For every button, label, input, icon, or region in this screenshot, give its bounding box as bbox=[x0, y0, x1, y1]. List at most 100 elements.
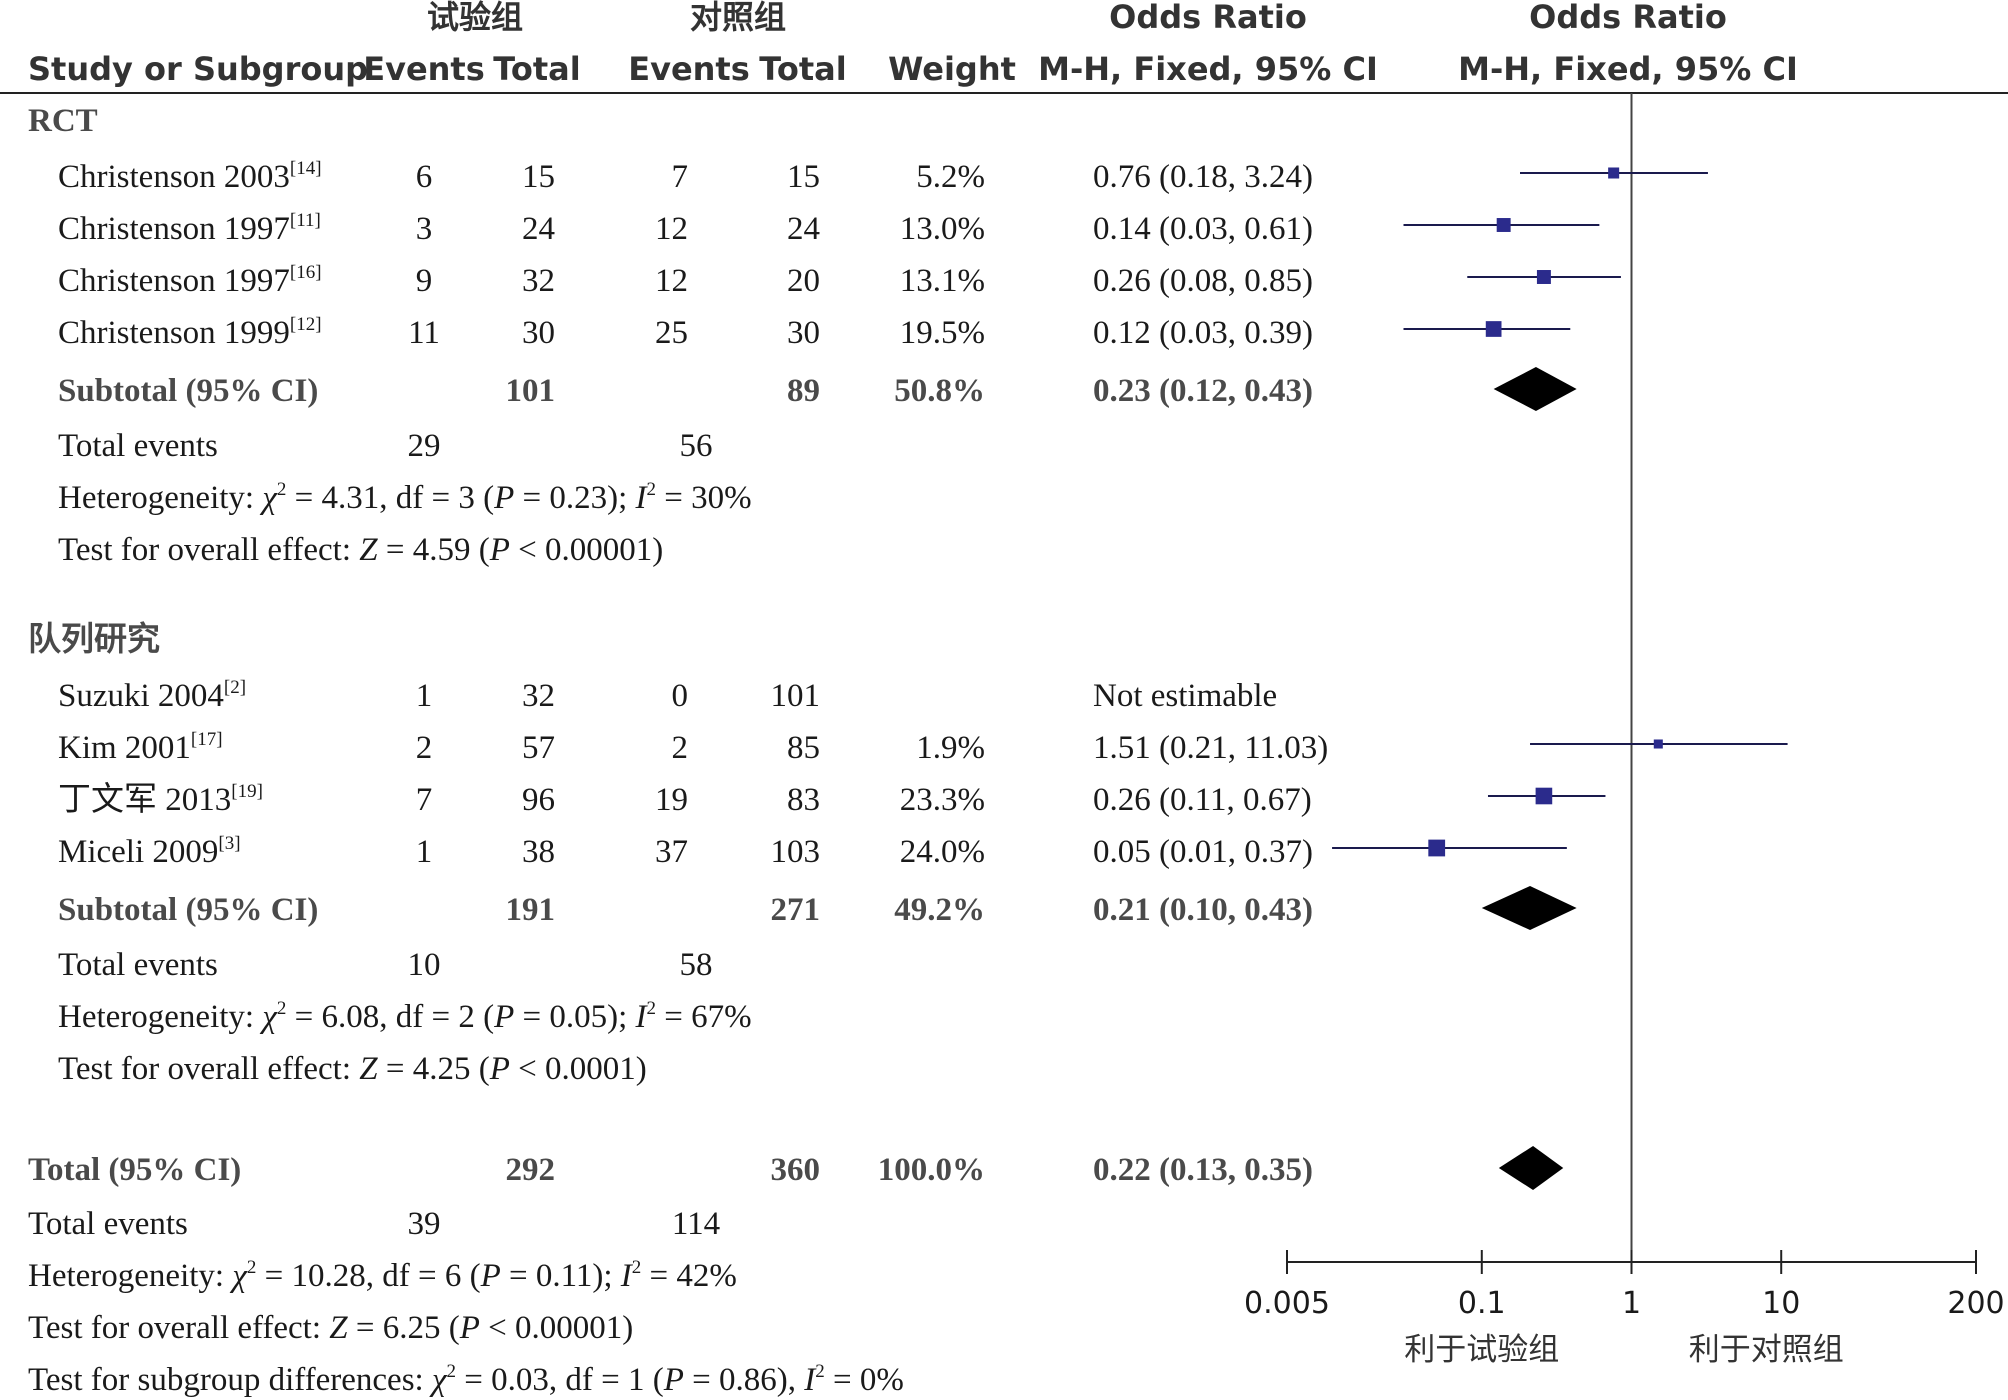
exp-total-value: 30 bbox=[522, 315, 555, 351]
study-name: Christenson 1997[16] bbox=[58, 262, 322, 299]
ctl-events-value: 7 bbox=[672, 159, 689, 195]
ctl-total-value: 20 bbox=[787, 263, 820, 299]
favours-control-label: 利于对照组 bbox=[1689, 1332, 1844, 1368]
total-events-ctl: 114 bbox=[672, 1206, 720, 1242]
or-table-title: Odds Ratio bbox=[1109, 0, 1307, 36]
subgroup-heterogeneity: Heterogeneity: χ2 = 6.08, df = 2 (P = 0.… bbox=[58, 998, 752, 1035]
ctl-total-value: 15 bbox=[787, 159, 820, 195]
ctl-total-value: 24 bbox=[787, 211, 820, 247]
or-ci-value: 0.05 (0.01, 0.37) bbox=[1093, 834, 1313, 870]
study-square bbox=[1496, 218, 1511, 232]
study-name: Kim 2001[17] bbox=[58, 729, 223, 766]
subgroup-heading: 队列研究 bbox=[28, 621, 160, 658]
ctl-total-header: Total bbox=[759, 50, 846, 88]
total-events-label: Total events bbox=[58, 947, 218, 983]
ctl-total-value: 83 bbox=[787, 782, 820, 818]
or-ci-value: 0.76 (0.18, 3.24) bbox=[1093, 159, 1313, 195]
study-name: Christenson 2003[14] bbox=[58, 158, 322, 195]
summary-weight: 49.2% bbox=[894, 892, 985, 928]
weight-value: 13.0% bbox=[900, 211, 985, 247]
ctl-total-value: 85 bbox=[787, 730, 820, 766]
study-name: Miceli 2009[3] bbox=[58, 833, 241, 870]
exp-total-value: 96 bbox=[522, 782, 555, 818]
study-square bbox=[1428, 839, 1446, 857]
exp-total-value: 57 bbox=[522, 730, 555, 766]
summary-or-ci: 0.22 (0.13, 0.35) bbox=[1093, 1152, 1313, 1188]
or-plot-method-header: M-H, Fixed, 95% CI bbox=[1458, 50, 1798, 88]
summary-diamond bbox=[1481, 886, 1577, 930]
total-events-ctl: 56 bbox=[680, 428, 713, 464]
summary-label: Subtotal (95% CI) bbox=[58, 373, 318, 409]
exp-total-value: 38 bbox=[522, 834, 555, 870]
total-heterogeneity: Heterogeneity: χ2 = 10.28, df = 6 (P = 0… bbox=[28, 1257, 737, 1294]
summary-label: Subtotal (95% CI) bbox=[58, 892, 318, 928]
study-name: Suzuki 2004[2] bbox=[58, 677, 246, 714]
ctl-events-value: 37 bbox=[655, 834, 688, 870]
exp-events-value: 6 bbox=[416, 159, 433, 195]
ctl-events-value: 2 bbox=[672, 730, 689, 766]
exp-events-value: 1 bbox=[416, 834, 433, 870]
ctl-total-value: 103 bbox=[771, 834, 821, 870]
summary-or-ci: 0.21 (0.10, 0.43) bbox=[1093, 892, 1313, 928]
study-square bbox=[1485, 321, 1502, 337]
total-events-exp: 39 bbox=[408, 1206, 441, 1242]
ctl-events-value: 12 bbox=[655, 263, 688, 299]
exp-group-title: 试验组 bbox=[427, 0, 523, 36]
summary-exp-total: 101 bbox=[506, 373, 556, 409]
or-method-header: M-H, Fixed, 95% CI bbox=[1038, 50, 1378, 88]
or-ci-value: Not estimable bbox=[1093, 678, 1277, 714]
ctl-events-value: 25 bbox=[655, 315, 688, 351]
or-ci-value: 0.12 (0.03, 0.39) bbox=[1093, 315, 1313, 351]
or-ci-value: 1.51 (0.21, 11.03) bbox=[1093, 730, 1328, 766]
total-events-exp: 10 bbox=[408, 947, 441, 983]
exp-events-value: 3 bbox=[416, 211, 433, 247]
weight-value: 1.9% bbox=[916, 730, 985, 766]
exp-events-header: Events bbox=[363, 50, 485, 88]
summary-exp-total: 191 bbox=[506, 892, 556, 928]
exp-events-value: 2 bbox=[416, 730, 433, 766]
weight-value: 19.5% bbox=[900, 315, 985, 351]
ctl-events-value: 19 bbox=[655, 782, 688, 818]
or-ci-value: 0.14 (0.03, 0.61) bbox=[1093, 211, 1313, 247]
weight-value: 13.1% bbox=[900, 263, 985, 299]
summary-diamond bbox=[1498, 1146, 1564, 1190]
subgroup-differences: Test for subgroup differences: χ2 = 0.03… bbox=[28, 1361, 904, 1398]
x-axis-tick-label: 0.005 bbox=[1244, 1286, 1330, 1321]
total-events-ctl: 58 bbox=[680, 947, 713, 983]
summary-exp-total: 292 bbox=[506, 1152, 556, 1188]
ctl-events-value: 0 bbox=[672, 678, 689, 714]
or-ci-value: 0.26 (0.08, 0.85) bbox=[1093, 263, 1313, 299]
or-plot-title: Odds Ratio bbox=[1529, 0, 1727, 36]
study-square bbox=[1653, 739, 1663, 749]
summary-diamond bbox=[1493, 367, 1577, 411]
or-ci-value: 0.26 (0.11, 0.67) bbox=[1093, 782, 1312, 818]
summary-weight: 100.0% bbox=[878, 1152, 985, 1188]
weight-value: 24.0% bbox=[900, 834, 985, 870]
exp-events-value: 1 bbox=[416, 678, 433, 714]
subgroup-heading: RCT bbox=[28, 103, 98, 139]
ctl-total-value: 30 bbox=[787, 315, 820, 351]
ctl-events-value: 12 bbox=[655, 211, 688, 247]
x-axis-tick-label: 10 bbox=[1762, 1286, 1800, 1321]
weight-value: 23.3% bbox=[900, 782, 985, 818]
ctl-events-header: Events bbox=[628, 50, 750, 88]
study-col-header: Study or Subgroup bbox=[28, 50, 368, 88]
ctl-group-title: 对照组 bbox=[690, 0, 786, 36]
summary-ctl-total: 360 bbox=[771, 1152, 821, 1188]
favours-experimental-label: 利于试验组 bbox=[1404, 1332, 1559, 1368]
total-events-exp: 29 bbox=[408, 428, 441, 464]
summary-ctl-total: 89 bbox=[787, 373, 820, 409]
x-axis-tick-label: 1 bbox=[1622, 1286, 1641, 1321]
total-events-label: Total events bbox=[58, 428, 218, 464]
exp-total-value: 32 bbox=[522, 263, 555, 299]
exp-total-value: 24 bbox=[522, 211, 555, 247]
weight-header: Weight bbox=[888, 50, 1016, 88]
exp-events-value: 11 bbox=[408, 315, 440, 351]
exp-total-value: 32 bbox=[522, 678, 555, 714]
study-square bbox=[1608, 167, 1620, 179]
exp-total-header: Total bbox=[493, 50, 580, 88]
summary-ctl-total: 271 bbox=[771, 892, 821, 928]
exp-events-value: 7 bbox=[416, 782, 433, 818]
